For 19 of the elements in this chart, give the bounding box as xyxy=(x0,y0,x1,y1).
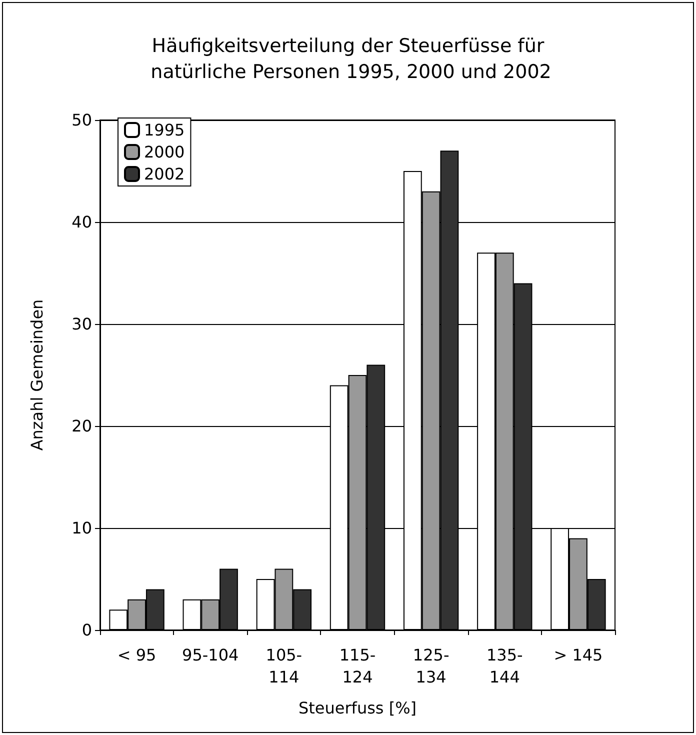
x-tick-label: > 145 xyxy=(554,646,603,664)
y-tick-label: 20 xyxy=(72,416,92,436)
x-tick-label: 115-124 xyxy=(339,646,376,686)
y-tick-label: 30 xyxy=(72,314,92,334)
chart-title: Häufigkeitsverteilung der Steuerfüsse für natürliche Personen 1995, 2000 und 2002 xyxy=(144,35,552,83)
x-tick-label: 105-114 xyxy=(266,646,302,686)
y-tick-label: 40 xyxy=(72,212,92,232)
y-tick-label: 50 xyxy=(72,110,92,130)
legend-label: 2002 xyxy=(144,164,185,184)
legend-label: 1995 xyxy=(144,120,185,140)
y-tick-label: 10 xyxy=(72,518,92,538)
x-tick-label: 95-104 xyxy=(182,646,239,664)
x-tick-label: 125-134 xyxy=(412,646,450,686)
x-axis-title: Steuerfuss [%] xyxy=(298,698,417,718)
x-tick-label: < 95 xyxy=(117,646,156,664)
x-tick-label: 135-144 xyxy=(486,646,523,686)
y-tick-label: 0 xyxy=(82,620,92,640)
legend-label: 2000 xyxy=(144,142,185,162)
y-axis-title: Anzahl Gemeinden xyxy=(28,299,46,451)
